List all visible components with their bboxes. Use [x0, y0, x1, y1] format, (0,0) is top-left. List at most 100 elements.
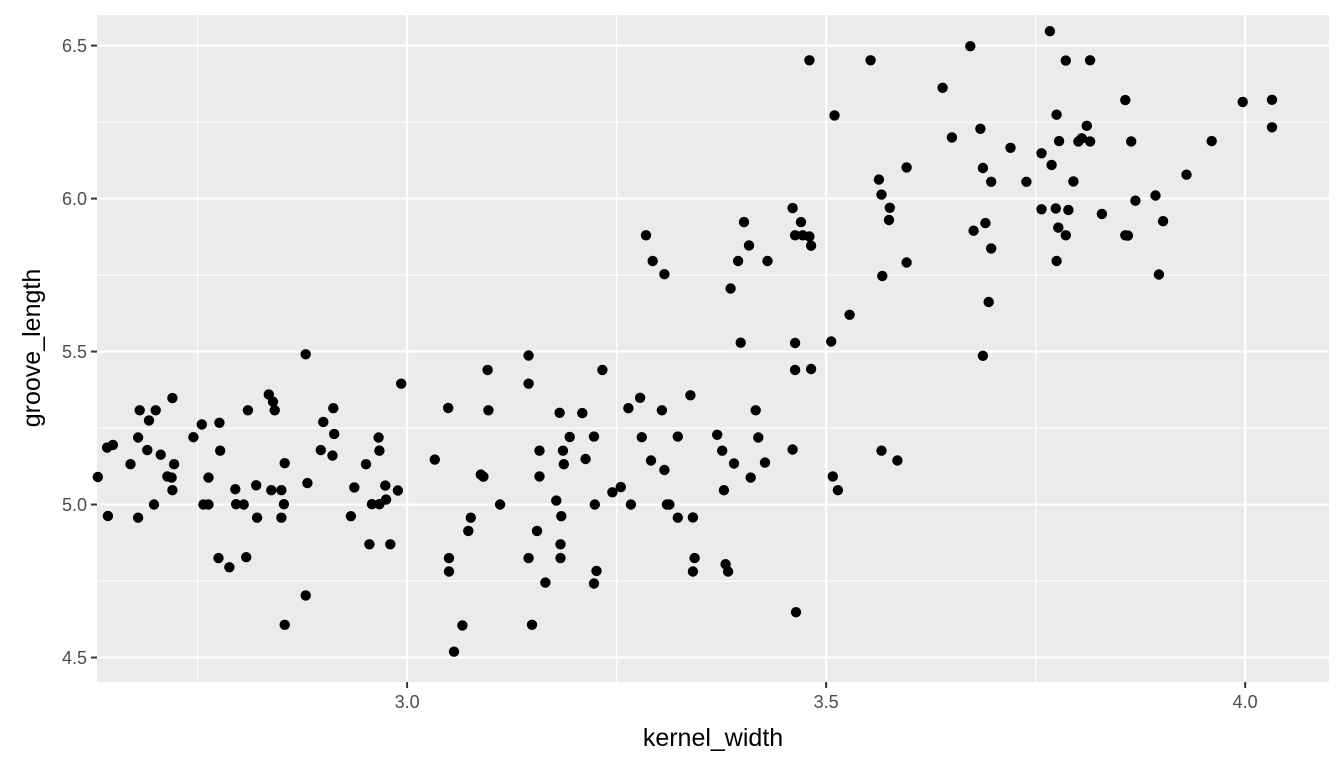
- data-point: [380, 494, 392, 505]
- data-point: [269, 405, 280, 416]
- data-point: [443, 552, 455, 564]
- data-point: [718, 485, 730, 496]
- data-point: [1021, 176, 1032, 187]
- data-point: [1130, 195, 1141, 206]
- data-point: [1036, 148, 1047, 159]
- data-point: [634, 392, 646, 403]
- data-point: [589, 499, 600, 510]
- data-point: [443, 402, 454, 414]
- data-point: [523, 378, 534, 389]
- data-point: [196, 419, 207, 430]
- data-point: [241, 552, 252, 563]
- data-point: [1084, 55, 1096, 66]
- data-point: [672, 431, 683, 442]
- data-point: [392, 485, 404, 496]
- data-point: [143, 415, 155, 426]
- data-point: [523, 350, 534, 361]
- data-point: [267, 396, 279, 407]
- data-point: [465, 512, 476, 523]
- plot-panel: [97, 15, 1329, 682]
- data-point: [636, 432, 647, 443]
- data-point: [557, 445, 569, 456]
- data-point: [300, 590, 311, 601]
- data-point: [318, 416, 329, 428]
- data-point: [804, 231, 815, 242]
- data-point: [977, 162, 989, 174]
- data-point: [1181, 169, 1192, 180]
- data-point: [826, 336, 837, 347]
- data-point: [540, 577, 551, 588]
- y-tick-label: 4.5: [62, 648, 87, 668]
- data-point: [787, 444, 798, 455]
- data-point: [725, 283, 736, 294]
- x-tick-label: 3.5: [814, 692, 839, 712]
- data-point: [946, 132, 958, 143]
- data-point: [750, 405, 761, 416]
- data-point: [1076, 133, 1088, 144]
- data-point: [1237, 96, 1248, 108]
- data-point: [1051, 255, 1062, 267]
- data-point: [687, 566, 699, 577]
- data-point: [213, 552, 224, 564]
- data-point: [844, 309, 855, 320]
- data-point: [805, 240, 817, 251]
- data-point: [892, 455, 903, 466]
- data-point: [167, 392, 178, 404]
- data-point: [102, 510, 114, 522]
- data-point: [625, 499, 637, 510]
- data-point: [230, 499, 242, 510]
- data-point: [1063, 204, 1074, 216]
- data-point: [230, 484, 241, 495]
- data-point: [659, 464, 670, 476]
- data-point: [483, 405, 494, 416]
- data-point: [556, 511, 567, 522]
- data-points: [92, 26, 1278, 657]
- data-point: [623, 403, 634, 414]
- data-point: [155, 449, 166, 460]
- data-point: [1157, 216, 1169, 227]
- data-point: [977, 350, 989, 361]
- data-point: [883, 214, 895, 226]
- data-point: [482, 364, 493, 376]
- data-point: [134, 405, 145, 416]
- data-point: [865, 55, 876, 66]
- x-tick-label: 4.0: [1233, 692, 1258, 712]
- data-point: [685, 390, 696, 401]
- y-tick-label: 5.0: [62, 495, 87, 515]
- data-point: [242, 405, 254, 416]
- data-point: [901, 257, 912, 268]
- data-point: [463, 525, 474, 537]
- data-point: [374, 445, 385, 456]
- data-point: [1060, 230, 1072, 241]
- data-point: [689, 552, 700, 564]
- x-axis-title: kernel_width: [643, 724, 783, 752]
- data-point: [580, 453, 591, 465]
- data-point: [551, 495, 562, 506]
- data-point: [787, 202, 798, 214]
- data-point: [385, 539, 396, 550]
- data-point: [150, 405, 161, 416]
- data-point: [1046, 159, 1057, 171]
- data-point: [975, 123, 986, 134]
- data-point: [790, 607, 802, 618]
- data-point: [687, 512, 699, 523]
- data-point: [789, 364, 801, 376]
- data-point: [478, 471, 489, 482]
- data-point: [168, 459, 180, 470]
- data-point: [1050, 203, 1062, 214]
- data-point: [1096, 208, 1108, 220]
- data-point: [591, 565, 602, 577]
- data-point: [251, 512, 263, 523]
- data-point: [876, 445, 887, 456]
- data-point: [279, 458, 290, 469]
- x-axis: 3.0 3.5 4.0: [395, 682, 1258, 712]
- data-point: [279, 619, 290, 630]
- data-point: [728, 458, 740, 469]
- data-point: [555, 552, 566, 564]
- data-point: [366, 499, 378, 510]
- data-point: [266, 485, 277, 496]
- data-point: [712, 429, 723, 440]
- data-point: [722, 566, 734, 577]
- data-point: [753, 432, 764, 443]
